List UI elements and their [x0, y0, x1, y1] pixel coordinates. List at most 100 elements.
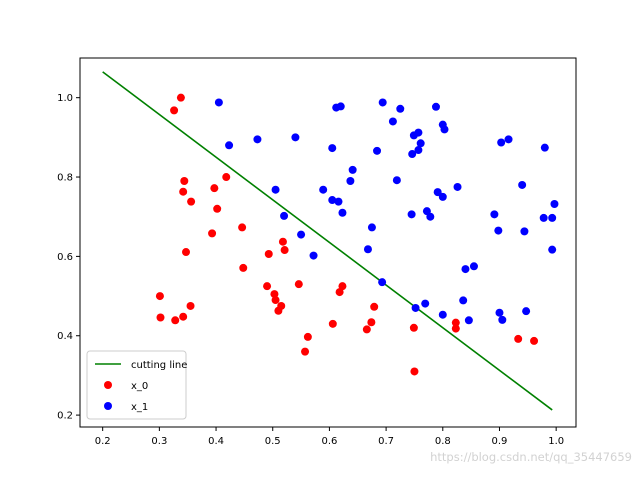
legend-marker-x1 — [104, 402, 112, 410]
point-x0 — [274, 306, 283, 315]
point-x0 — [514, 334, 523, 343]
point-x1 — [518, 180, 527, 189]
point-x1 — [411, 303, 420, 312]
point-x0 — [338, 282, 347, 291]
point-x1 — [338, 208, 347, 217]
point-x1 — [414, 146, 423, 155]
point-x1 — [346, 177, 355, 185]
y-tick-label: 0.2 — [57, 411, 73, 422]
x-tick-label: 1.0 — [548, 436, 564, 447]
point-x1 — [464, 316, 473, 325]
point-x0 — [271, 296, 280, 305]
point-x1 — [409, 131, 418, 140]
point-x1 — [438, 192, 447, 201]
point-x1 — [495, 308, 504, 317]
point-x1 — [388, 117, 397, 126]
point-x0 — [301, 347, 310, 356]
point-x1 — [497, 138, 506, 147]
x-tick-label: 0.7 — [378, 436, 394, 447]
point-x1 — [367, 223, 376, 232]
x-tick-label: 0.5 — [265, 436, 281, 447]
point-x0 — [294, 280, 303, 289]
point-x1 — [328, 196, 337, 205]
point-x1 — [309, 251, 318, 260]
legend-box — [86, 350, 187, 420]
point-x0 — [171, 316, 180, 325]
point-x0 — [210, 184, 219, 193]
x-axis: 0.2 0.3 0.4 0.5 0.6 0.7 0.8 0.9 1.0 — [95, 427, 564, 447]
point-x0 — [156, 313, 165, 322]
point-x1 — [407, 210, 416, 219]
point-x1 — [522, 307, 531, 316]
point-x0 — [170, 106, 179, 115]
point-x0 — [213, 204, 222, 213]
y-tick-label: 1.0 — [57, 93, 73, 104]
point-x1 — [469, 262, 478, 271]
point-x1 — [328, 144, 337, 153]
point-x1 — [348, 165, 357, 174]
point-x1 — [459, 296, 468, 305]
point-x0 — [278, 237, 287, 246]
point-x1 — [438, 310, 447, 319]
point-x1 — [453, 182, 462, 191]
point-x1 — [271, 185, 280, 194]
watermark: https://blog.csdn.net/qq_35447659 — [430, 450, 632, 464]
point-x0 — [270, 290, 279, 299]
x-tick-label: 0.2 — [95, 436, 111, 447]
point-x1 — [373, 146, 382, 155]
point-x1 — [291, 133, 300, 142]
point-x1 — [461, 265, 470, 274]
point-x0 — [238, 223, 247, 232]
point-x0 — [186, 301, 195, 310]
point-x0 — [264, 250, 273, 259]
point-x0 — [530, 336, 539, 345]
point-x0 — [410, 367, 419, 376]
point-x1 — [520, 227, 529, 236]
cutting-line — [102, 71, 553, 411]
point-x1 — [253, 135, 262, 144]
point-x0 — [328, 319, 337, 328]
legend: cutting line x_0 x_1 — [86, 350, 187, 420]
y-tick-label: 0.4 — [57, 331, 73, 342]
point-x1 — [548, 245, 557, 254]
legend-marker-x0 — [104, 381, 112, 389]
point-x1 — [431, 102, 440, 111]
point-x1 — [540, 143, 549, 152]
point-x0 — [280, 246, 289, 255]
y-axis: 0.2 0.4 0.6 0.8 1.0 — [57, 93, 80, 422]
axes-frame — [79, 57, 577, 428]
x-tick-label: 0.3 — [151, 436, 167, 447]
point-x0 — [180, 177, 189, 185]
legend-label-x1: x_1 — [131, 402, 148, 413]
x-tick-label: 0.6 — [321, 436, 337, 447]
point-x0 — [451, 324, 460, 333]
y-tick-label: 0.6 — [57, 252, 73, 263]
point-x1 — [416, 139, 425, 148]
point-x0 — [155, 292, 164, 301]
point-x1 — [494, 226, 503, 235]
point-x1 — [363, 245, 372, 254]
y-tick-label: 0.8 — [57, 173, 73, 184]
point-x1 — [548, 213, 557, 222]
point-x1 — [336, 102, 345, 111]
point-x1 — [490, 210, 499, 219]
point-x1 — [297, 230, 306, 239]
point-x1 — [392, 176, 401, 185]
legend-label-cutting-line: cutting line — [131, 360, 187, 371]
point-x0 — [451, 318, 460, 327]
point-x1 — [433, 188, 442, 197]
point-x1 — [334, 197, 343, 206]
point-x1 — [426, 212, 435, 221]
point-x0 — [187, 197, 196, 206]
point-x0 — [222, 173, 231, 182]
legend-label-x0: x_0 — [131, 381, 148, 392]
point-x1 — [396, 104, 405, 113]
x-tick-label: 0.9 — [492, 436, 508, 447]
x-tick-label: 0.4 — [208, 436, 224, 447]
x-tick-label: 0.8 — [435, 436, 451, 447]
point-x0 — [176, 93, 185, 102]
point-x0 — [239, 263, 248, 272]
point-x0 — [263, 282, 272, 291]
point-x1 — [378, 278, 387, 287]
